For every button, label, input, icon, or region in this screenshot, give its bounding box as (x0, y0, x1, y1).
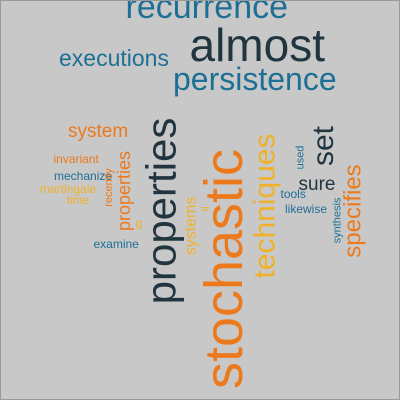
word-persistence: persistence (173, 61, 337, 97)
word-likewise: likewise (285, 202, 328, 216)
word-recurrence: recurrence (125, 0, 289, 26)
word-set: set (307, 125, 341, 167)
word-system: system (68, 120, 129, 142)
word-synthesis: synthesis (331, 197, 344, 243)
word-properties-small: properties (114, 150, 135, 232)
word-stochastic: stochastic (194, 148, 255, 390)
word-mechanize: mechanize (54, 169, 113, 183)
word-techniques: techniques (248, 133, 282, 279)
word-g: g (135, 216, 143, 230)
word-tl: tl (200, 206, 211, 212)
word-properties: properties (136, 117, 184, 305)
word-almost: almost (189, 19, 325, 71)
word-examine: examine (93, 237, 139, 251)
word-martingale: martingale (40, 182, 97, 196)
word-used: used (294, 145, 307, 169)
word-tools: tools (280, 187, 306, 201)
word-executions: executions (59, 44, 169, 71)
word-systems: systems (181, 196, 199, 256)
word-invariant: invariant (53, 152, 99, 166)
word-sure: sure (298, 173, 336, 195)
word-recently: recently (102, 167, 115, 207)
word-specifies: specifies (339, 164, 367, 258)
word-time: time (66, 193, 90, 207)
